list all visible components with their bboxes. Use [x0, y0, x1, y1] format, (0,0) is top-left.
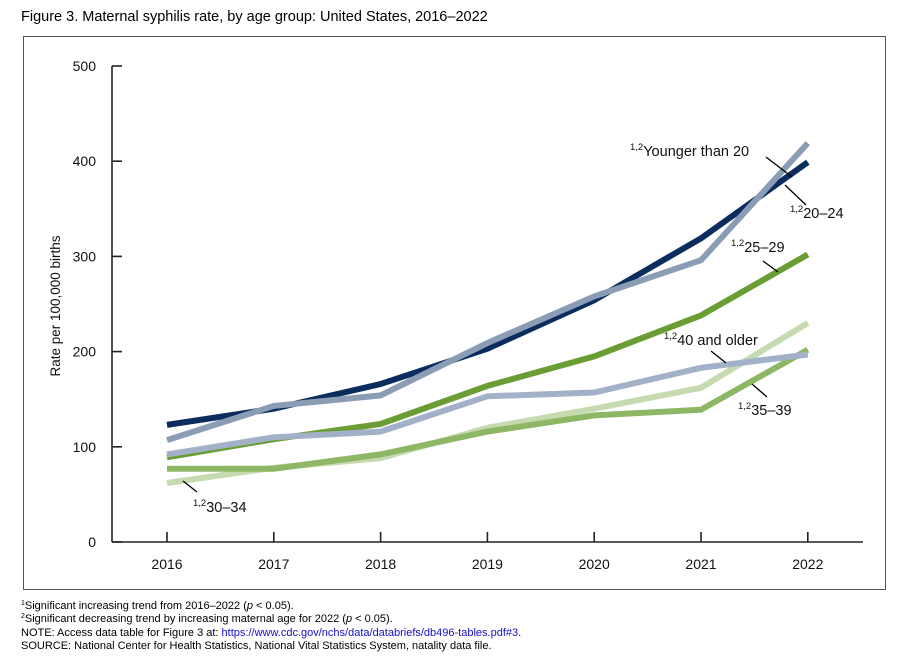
footnote-2-text: Significant decreasing trend by increasi… — [24, 613, 346, 626]
leader-line-25-29 — [762, 260, 779, 273]
y-axis-label: Rate per 100,000 births — [48, 235, 63, 376]
series-label-superscript: 1,2 — [630, 142, 643, 153]
series-label-superscript: 1,2 — [664, 331, 677, 342]
data-table-link[interactable]: https://www.cdc.gov/nchs/data/databriefs… — [221, 626, 519, 639]
x-tick-label: 2021 — [685, 556, 716, 572]
y-tick-label: 200 — [73, 344, 97, 360]
footnote-2-end: < 0.05). — [352, 613, 393, 626]
series-label-superscript: 1,2 — [731, 238, 744, 249]
series-label-text: 35–39 — [751, 403, 791, 419]
note-prefix: NOTE: Access data table for Figure 3 at: — [21, 626, 222, 639]
series-labels: 1,2Younger than 201,220–241,225–291,230–… — [182, 142, 844, 516]
note-suffix: . — [518, 626, 522, 639]
leader-line-35-39 — [751, 383, 768, 398]
leader-line-younger-than-20 — [765, 156, 793, 178]
axes: 0 100 200 300 400 500 2016 2017 2018 2019 2020 2021… — [48, 58, 863, 572]
y-tick-label: 500 — [73, 58, 97, 74]
series-label-text: 20–24 — [803, 206, 843, 222]
series-label-text: Younger than 20 — [643, 144, 749, 160]
x-tick-label: 2020 — [579, 556, 610, 572]
series-label-25-29: 1,225–29 — [731, 238, 785, 256]
series-label-superscript: 1,2 — [790, 204, 803, 215]
y-tick-label: 0 — [88, 534, 96, 550]
series-label-40-and-older: 1,240 and older — [664, 331, 758, 349]
series-label-30-34: 1,230–34 — [193, 498, 247, 516]
y-tick-label: 100 — [73, 439, 97, 455]
footnote-2-p: p — [345, 613, 353, 626]
footnote-1-text: Significant increasing trend from 2016–2… — [24, 600, 247, 612]
chart-frame — [23, 36, 886, 590]
leader-line-40-and-older — [710, 350, 727, 364]
series-label-younger-than-20: 1,2Younger than 20 — [630, 142, 749, 160]
footnote-1-end: < 0.05). — [253, 600, 294, 612]
series-label-text: 25–29 — [744, 240, 784, 256]
series-label-20-24: 1,220–24 — [790, 204, 844, 222]
x-tick-label: 2019 — [472, 556, 503, 572]
source-line: SOURCE: National Center for Health Stati… — [21, 640, 492, 653]
y-tick-label: 300 — [73, 248, 97, 264]
x-tick-label: 2017 — [258, 556, 289, 572]
series-label-text: 30–34 — [206, 500, 246, 516]
series-label-superscript: 1,2 — [738, 401, 751, 412]
y-tick-label: 400 — [73, 153, 97, 169]
series-label-text: 40 and older — [677, 333, 758, 349]
leader-line-20-24 — [784, 184, 807, 206]
footnote-2-marker: 2 — [21, 613, 25, 621]
footnote-1-p: p — [246, 600, 253, 612]
series-lines — [166, 141, 811, 486]
note-line: NOTE: Access data table for Figure 3 at:… — [21, 627, 521, 640]
series-label-35-39: 1,235–39 — [738, 401, 792, 419]
x-tick-label: 2018 — [365, 556, 396, 572]
series-label-superscript: 1,2 — [193, 498, 206, 509]
series-line-younger-than-20 — [166, 141, 811, 443]
footnote-1: 1Significant increasing trend from 2016–… — [21, 600, 521, 613]
leader-line-30-34 — [182, 480, 198, 493]
series-line-35-39 — [167, 347, 810, 472]
x-tick-label: 2016 — [151, 556, 182, 572]
footnotes: 1Significant increasing trend from 2016–… — [21, 600, 521, 654]
footnote-1-marker: 1 — [21, 600, 25, 607]
x-tick-label: 2022 — [792, 556, 823, 572]
footnote-2: 2Significant decreasing trend by increas… — [21, 613, 521, 626]
series-line-40-and-older — [166, 351, 809, 458]
figure-title: Figure 3. Maternal syphilis rate, by age… — [21, 9, 488, 25]
line-chart: 0 100 200 300 400 500 2016 2017 2018 2019 2020 2021… — [48, 58, 863, 572]
